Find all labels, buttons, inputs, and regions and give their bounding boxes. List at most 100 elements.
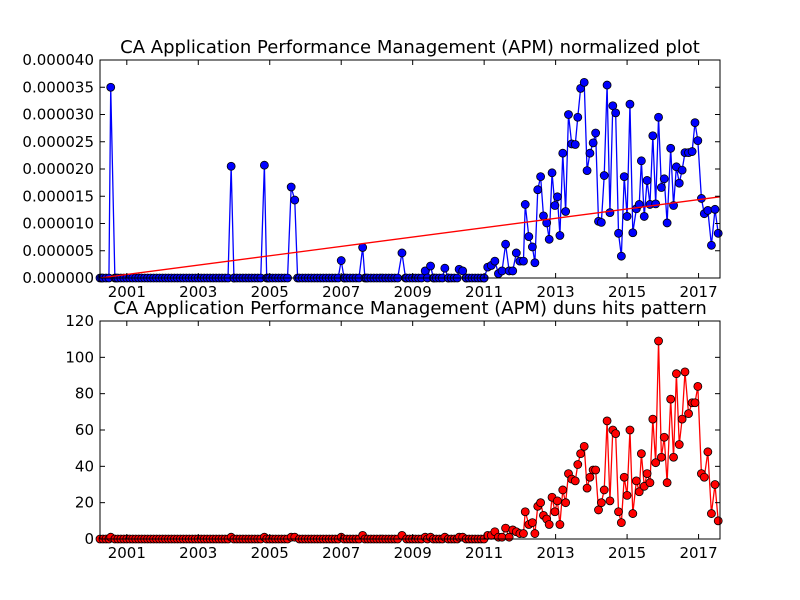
data-point <box>662 218 672 228</box>
duns-hits-panel: CA Application Performance Management (A… <box>65 298 723 562</box>
y-tick-label: 100 <box>65 348 94 366</box>
data-point <box>619 472 629 482</box>
data-point <box>602 80 612 90</box>
data-point <box>596 218 606 227</box>
data-point <box>693 381 703 391</box>
data-point <box>573 112 583 122</box>
data-point <box>558 485 568 495</box>
data-point <box>336 256 346 265</box>
data-point <box>226 161 236 171</box>
data-point <box>642 469 652 479</box>
data-point <box>544 520 554 529</box>
data-point <box>579 77 589 87</box>
data-point <box>570 476 580 486</box>
data-point <box>530 529 540 538</box>
data-point <box>659 174 669 184</box>
data-point <box>634 487 644 497</box>
x-tick-label: 2015 <box>608 283 646 301</box>
data-point <box>490 256 500 266</box>
data-point <box>690 118 700 128</box>
data-point <box>527 242 537 252</box>
data-point <box>619 172 629 182</box>
x-tick-label: 2017 <box>679 544 717 562</box>
data-point <box>707 509 716 518</box>
data-point <box>628 509 638 518</box>
data-point <box>639 212 649 221</box>
data-point <box>596 498 606 508</box>
data-point <box>594 505 603 515</box>
data-point <box>106 82 116 92</box>
data-point <box>616 251 626 261</box>
data-point <box>259 160 269 170</box>
data-point <box>666 143 676 153</box>
y-tick-label: 0.000020 <box>22 160 94 178</box>
data-point <box>536 172 546 182</box>
data-point <box>524 232 534 241</box>
x-tick-label: 2007 <box>322 283 360 301</box>
y-tick-label: 0.000005 <box>22 242 94 260</box>
data-point <box>555 231 565 240</box>
trend-line <box>99 196 721 279</box>
data-point <box>520 200 530 209</box>
data-point <box>426 261 435 271</box>
data-point <box>614 507 623 517</box>
data-point <box>511 248 521 258</box>
x-tick-label: 2001 <box>108 544 146 562</box>
data-point <box>582 483 592 493</box>
data-point <box>527 518 537 528</box>
x-tick-label: 2005 <box>251 283 289 301</box>
data-point <box>519 256 528 266</box>
data-point <box>672 369 681 379</box>
data-point <box>662 478 672 488</box>
y-tick-label: 0.000010 <box>22 215 94 233</box>
x-tick-label: 2001 <box>108 283 146 301</box>
x-tick-label: 2005 <box>251 544 289 562</box>
data-point <box>636 449 646 459</box>
x-tick-label: 2003 <box>179 283 217 301</box>
data-point <box>648 414 658 424</box>
data-point <box>651 199 661 209</box>
data-point <box>625 425 635 435</box>
data-point <box>687 147 697 156</box>
data-point <box>504 532 514 542</box>
data-point <box>636 156 646 166</box>
data-point <box>699 472 709 482</box>
y-tick-label: 80 <box>75 385 94 403</box>
y-tick-label: 40 <box>75 457 94 475</box>
data-point <box>544 234 554 244</box>
data-point <box>599 485 609 495</box>
data-point <box>358 243 368 252</box>
y-tick-label: 0.000025 <box>22 133 94 151</box>
data-point <box>622 490 632 500</box>
data-point <box>622 212 632 221</box>
y-tick-label: 120 <box>65 312 94 330</box>
data-point <box>561 498 571 508</box>
x-tick-label: 2013 <box>537 283 575 301</box>
x-tick-label: 2017 <box>679 283 717 301</box>
data-point <box>501 523 510 533</box>
data-point <box>520 507 530 517</box>
data-point <box>564 110 573 119</box>
y-tick-label: 0.000015 <box>22 187 94 205</box>
data-point <box>440 263 450 273</box>
duns-hits-marks <box>95 336 723 544</box>
data-point <box>558 148 568 158</box>
y-tick-label: 0.000040 <box>22 51 94 69</box>
data-point <box>703 447 713 457</box>
data-point <box>677 165 687 175</box>
data-point <box>674 440 684 449</box>
data-point <box>579 441 589 451</box>
x-tick-label: 2009 <box>394 544 432 562</box>
x-tick-label: 2009 <box>394 283 432 301</box>
data-point <box>561 207 571 216</box>
y-tick-label: 0 <box>84 530 94 548</box>
data-point <box>654 112 663 122</box>
data-point <box>707 240 716 250</box>
data-point <box>625 99 635 109</box>
data-point <box>656 183 666 192</box>
duns-hits-frame <box>99 320 721 540</box>
data-point <box>605 208 615 218</box>
data-point <box>536 498 546 508</box>
series-line <box>100 340 719 540</box>
y-tick-label: 60 <box>75 421 94 439</box>
